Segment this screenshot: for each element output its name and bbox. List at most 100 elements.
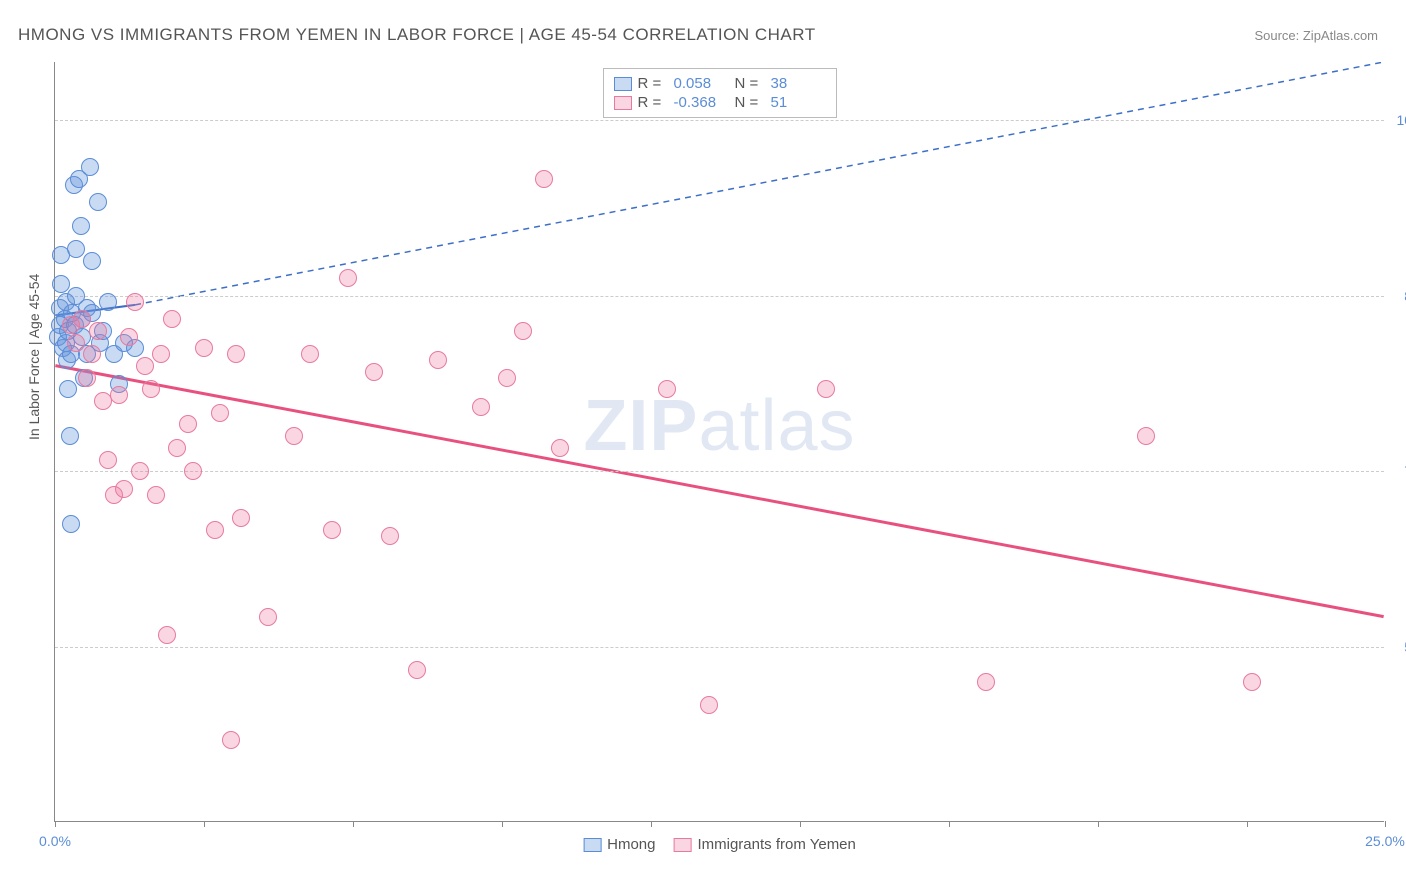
- data-point: [227, 345, 245, 363]
- data-point: [429, 351, 447, 369]
- watermark-bold: ZIP: [583, 386, 698, 466]
- data-point: [222, 731, 240, 749]
- legend-bottom: Hmong Immigrants from Yemen: [583, 836, 856, 853]
- data-point: [62, 515, 80, 533]
- legend-swatch-b1: [583, 838, 601, 852]
- data-point: [78, 369, 96, 387]
- data-point: [89, 322, 107, 340]
- data-point: [136, 357, 154, 375]
- legend-item-1: Hmong: [583, 836, 655, 853]
- gridline: [55, 120, 1384, 121]
- legend-row-1: R = 0.058 N = 38: [614, 74, 826, 93]
- data-point: [126, 293, 144, 311]
- gridline: [55, 647, 1384, 648]
- data-point: [120, 328, 138, 346]
- legend-item-2: Immigrants from Yemen: [673, 836, 855, 853]
- y-axis-label: In Labor Force | Age 45-54: [26, 274, 42, 440]
- data-point: [232, 509, 250, 527]
- y-tick-label: 85.0%: [1394, 288, 1406, 304]
- plot-area: ZIPatlas R = 0.058 N = 38 R = -0.368 N =…: [54, 62, 1384, 822]
- data-point: [158, 626, 176, 644]
- data-point: [498, 369, 516, 387]
- data-point: [514, 322, 532, 340]
- data-point: [67, 240, 85, 258]
- data-point: [301, 345, 319, 363]
- y-tick-label: 55.0%: [1394, 639, 1406, 655]
- data-point: [472, 398, 490, 416]
- data-point: [977, 673, 995, 691]
- gridline: [55, 296, 1384, 297]
- data-point: [339, 269, 357, 287]
- legend-n-label-2: N =: [735, 94, 765, 111]
- watermark-rest: atlas: [698, 386, 855, 466]
- data-point: [700, 696, 718, 714]
- legend-swatch-1: [614, 77, 632, 91]
- data-point: [72, 217, 90, 235]
- data-point: [89, 193, 107, 211]
- x-tick: [1385, 821, 1386, 827]
- watermark: ZIPatlas: [583, 385, 855, 467]
- x-tick: [55, 821, 56, 827]
- data-point: [365, 363, 383, 381]
- chart-title: HMONG VS IMMIGRANTS FROM YEMEN IN LABOR …: [18, 25, 816, 45]
- legend-r-label-2: R =: [638, 94, 668, 111]
- legend-swatch-b2: [673, 838, 691, 852]
- data-point: [1137, 427, 1155, 445]
- x-tick: [949, 821, 950, 827]
- data-point: [179, 415, 197, 433]
- data-point: [61, 427, 79, 445]
- legend-n-val-1: 38: [771, 75, 826, 92]
- x-tick: [651, 821, 652, 827]
- data-point: [817, 380, 835, 398]
- legend-r-label: R =: [638, 75, 668, 92]
- x-tick-label: 25.0%: [1365, 833, 1405, 849]
- data-point: [163, 310, 181, 328]
- data-point: [99, 451, 117, 469]
- data-point: [206, 521, 224, 539]
- data-point: [83, 252, 101, 270]
- x-tick: [502, 821, 503, 827]
- legend-r-val-1: 0.058: [674, 75, 729, 92]
- data-point: [259, 608, 277, 626]
- legend-row-2: R = -0.368 N = 51: [614, 93, 826, 112]
- legend-swatch-2: [614, 96, 632, 110]
- x-tick-label: 0.0%: [39, 833, 71, 849]
- data-point: [152, 345, 170, 363]
- legend-label-1: Hmong: [607, 836, 655, 853]
- data-point: [535, 170, 553, 188]
- x-tick: [353, 821, 354, 827]
- data-point: [147, 486, 165, 504]
- y-tick-label: 70.0%: [1394, 463, 1406, 479]
- data-point: [408, 661, 426, 679]
- data-point: [73, 310, 91, 328]
- legend-n-label: N =: [735, 75, 765, 92]
- data-point: [658, 380, 676, 398]
- data-point: [195, 339, 213, 357]
- gridline: [55, 471, 1384, 472]
- x-tick: [1098, 821, 1099, 827]
- legend-label-2: Immigrants from Yemen: [697, 836, 855, 853]
- data-point: [115, 480, 133, 498]
- legend-r-val-2: -0.368: [674, 94, 729, 111]
- data-point: [285, 427, 303, 445]
- data-point: [184, 462, 202, 480]
- data-point: [99, 293, 117, 311]
- data-point: [59, 380, 77, 398]
- data-point: [131, 462, 149, 480]
- data-point: [83, 345, 101, 363]
- data-point: [110, 386, 128, 404]
- x-tick: [1247, 821, 1248, 827]
- legend-top: R = 0.058 N = 38 R = -0.368 N = 51: [603, 68, 837, 118]
- data-point: [168, 439, 186, 457]
- data-point: [1243, 673, 1261, 691]
- data-point: [323, 521, 341, 539]
- legend-n-val-2: 51: [771, 94, 826, 111]
- regression-lines: [55, 62, 1384, 821]
- x-tick: [800, 821, 801, 827]
- x-tick: [204, 821, 205, 827]
- data-point: [551, 439, 569, 457]
- data-point: [142, 380, 160, 398]
- data-point: [67, 334, 85, 352]
- data-point: [81, 158, 99, 176]
- source-label: Source: ZipAtlas.com: [1254, 28, 1378, 43]
